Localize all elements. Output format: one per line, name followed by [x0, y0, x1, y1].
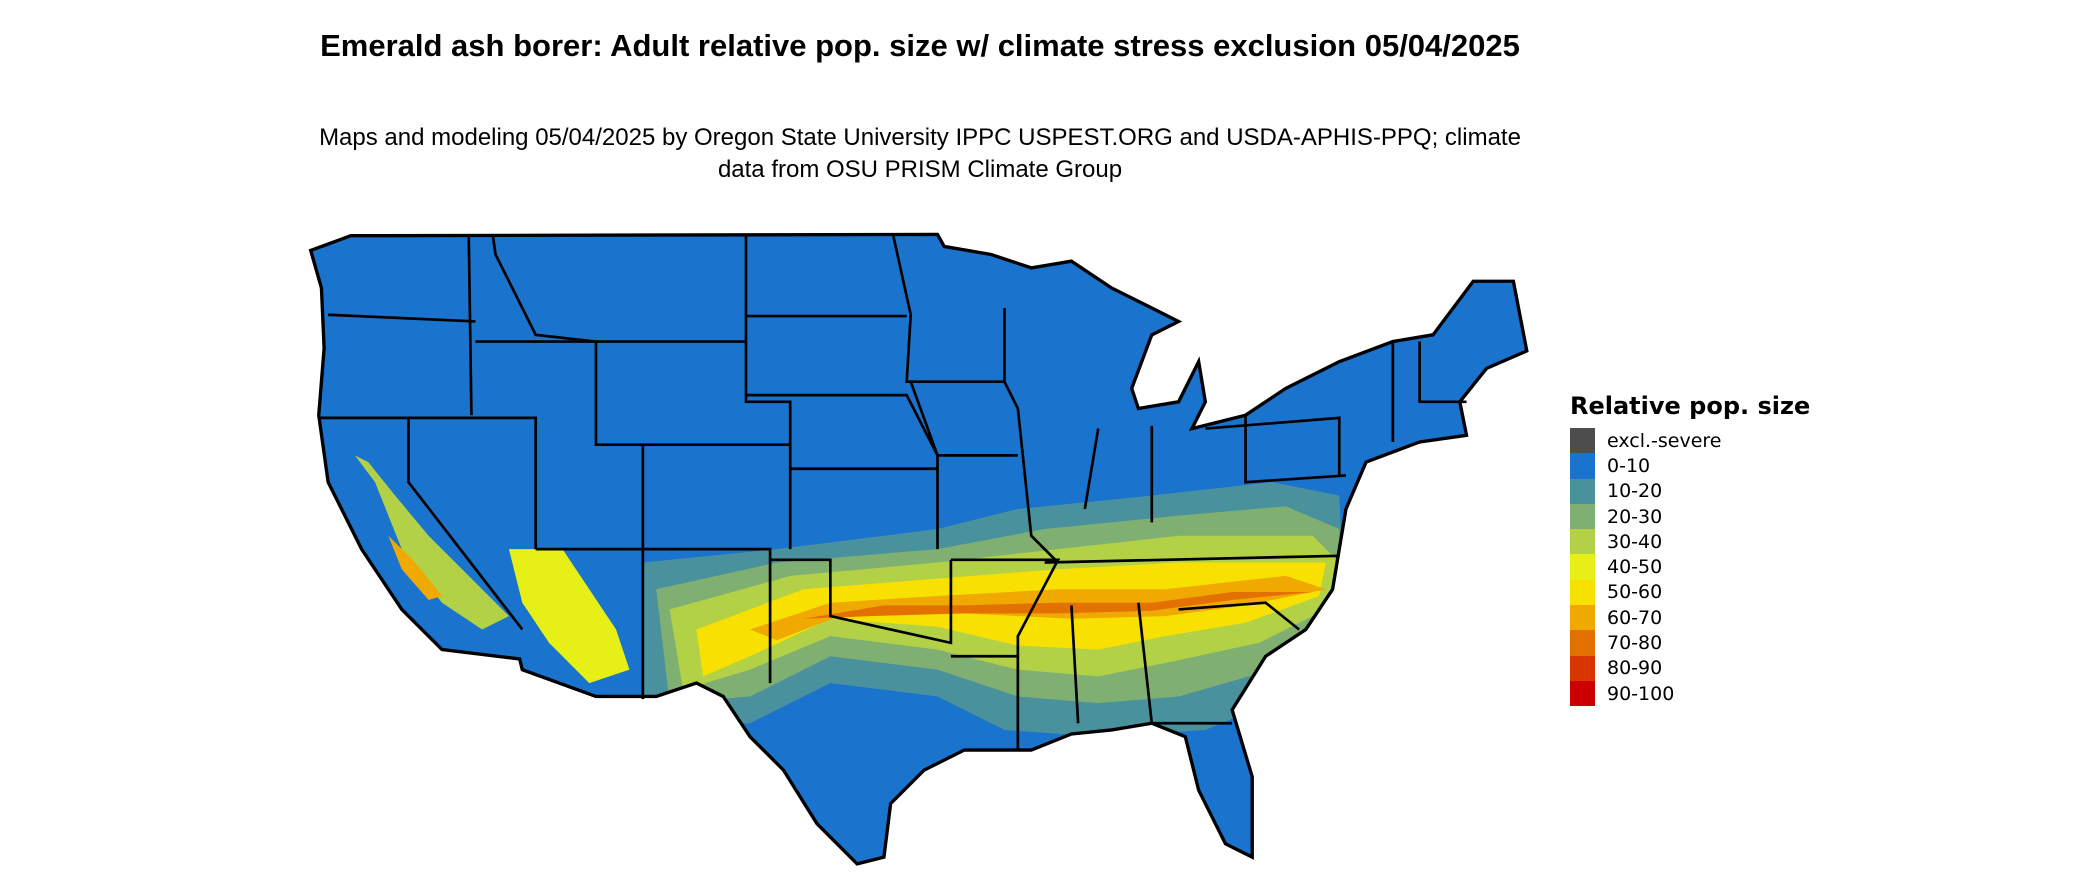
legend-label: 20-30 [1607, 505, 1663, 528]
legend-label: 90-100 [1607, 682, 1675, 705]
legend-title: Relative pop. size [1570, 392, 1811, 420]
legend-label: 60-70 [1607, 606, 1663, 629]
legend-item: 20-30 [1570, 503, 1810, 530]
legend-swatch [1570, 579, 1595, 606]
legend-label: 10-20 [1607, 480, 1663, 503]
state-borders [318, 235, 1467, 751]
legend-swatch [1570, 503, 1595, 530]
legend-item: 50-60 [1570, 579, 1810, 606]
legend-swatch [1570, 453, 1595, 479]
legend-label: 40-50 [1607, 556, 1663, 579]
legend-item: 80-90 [1570, 655, 1810, 681]
legend-swatch [1570, 655, 1595, 681]
legend-item: 40-50 [1570, 554, 1810, 580]
legend-item: 0-10 [1570, 453, 1810, 479]
legend-item: 60-70 [1570, 605, 1810, 631]
map-title: Emerald ash borer: Adult relative pop. s… [320, 28, 1520, 63]
legend-swatch [1570, 680, 1595, 707]
legend-swatch [1570, 605, 1595, 631]
band-west-az [508, 549, 630, 684]
legend: Relative pop. size excl.-severe 0-10 10-20… [1570, 392, 1811, 707]
map-subtitle: Maps and modeling 05/04/2025 by Oregon S… [319, 124, 1521, 183]
legend-label: 70-80 [1607, 632, 1663, 655]
band-70-80 [803, 591, 1313, 619]
legend-item: 90-100 [1570, 680, 1810, 707]
band-west-ca-orange [388, 535, 442, 601]
legend-item: 70-80 [1570, 630, 1810, 656]
legend-swatch [1570, 554, 1595, 580]
legend-label: 30-40 [1607, 530, 1663, 553]
legend-item: 30-40 [1570, 529, 1810, 555]
legend-swatch [1570, 428, 1595, 454]
legend-label: 80-90 [1607, 657, 1663, 680]
legend-label: 50-60 [1607, 581, 1663, 604]
legend-swatch [1570, 630, 1595, 656]
legend-swatch [1570, 529, 1595, 555]
legend-label: 0-10 [1607, 454, 1651, 477]
legend-label: excl.-severe [1607, 429, 1722, 452]
legend-item: 10-20 [1570, 478, 1810, 504]
legend-swatch [1570, 478, 1595, 504]
risk-bands [354, 455, 1346, 737]
band-west-ca [354, 455, 509, 630]
legend-item: excl.-severe [1570, 428, 1810, 454]
